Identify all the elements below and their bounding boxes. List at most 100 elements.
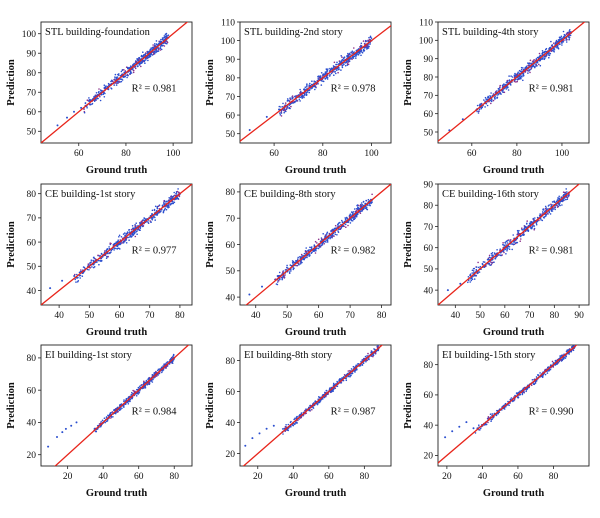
scatter-point	[533, 225, 536, 227]
scatter-point	[165, 200, 167, 203]
scatter-point	[350, 51, 352, 54]
r2-annotation: R² = 0.981	[132, 84, 177, 95]
scatter-point	[143, 217, 146, 219]
scatter-point	[105, 257, 108, 260]
scatter-point	[562, 30, 565, 33]
scatter-point	[540, 54, 542, 57]
scatter-point	[343, 56, 345, 59]
scatter-point	[305, 252, 307, 254]
scatter-point	[551, 45, 553, 47]
scatter-point	[126, 73, 129, 76]
x-tick-label: 80	[549, 472, 559, 482]
scatter-point	[502, 89, 504, 92]
scatter-point	[107, 252, 109, 255]
x-tick-label: 80	[550, 311, 560, 321]
scatter-point	[534, 382, 536, 385]
y-tick-label: 50	[27, 128, 37, 138]
scatter-point	[355, 57, 357, 59]
scatter-point	[347, 370, 350, 372]
scatter-point	[332, 390, 334, 393]
r2-annotation: R² = 0.987	[331, 407, 376, 418]
scatter-point	[128, 229, 131, 231]
scatter-point	[529, 221, 532, 223]
scatter-point	[352, 365, 355, 368]
scatter-point	[500, 93, 502, 95]
r2-annotation: R² = 0.978	[331, 84, 376, 95]
scatter-point	[305, 247, 308, 249]
scatter-point	[157, 50, 160, 52]
scatter-point	[351, 58, 353, 61]
scatter-point	[368, 36, 370, 39]
scatter-point	[309, 404, 311, 407]
scatter-point	[484, 265, 487, 268]
scatter-point	[318, 246, 321, 248]
scatter-point	[131, 235, 133, 237]
scatter-point	[544, 373, 547, 376]
scatter-point	[346, 64, 349, 66]
scatter-point	[529, 222, 531, 225]
scatter-point	[341, 219, 343, 222]
scatter-point	[469, 274, 472, 277]
scatter-point	[555, 200, 558, 203]
y-tick-label: 70	[27, 89, 37, 99]
x-tick-label: 100	[555, 149, 570, 159]
scatter-point	[90, 259, 93, 262]
identity-line	[240, 24, 391, 142]
y-tick-label: 70	[424, 92, 434, 102]
scatter-point	[492, 99, 495, 102]
y-tick-label: 90	[424, 180, 434, 190]
scatter-point	[484, 106, 486, 108]
scatter-point	[129, 73, 131, 75]
scatter-point	[96, 261, 98, 264]
scatter-point	[559, 43, 561, 45]
scatter-point	[152, 378, 154, 381]
scatter-point	[116, 245, 119, 248]
scatter-point	[324, 236, 326, 238]
scatter-point	[282, 271, 284, 273]
scatter-point	[120, 403, 123, 405]
scatter-point	[525, 66, 527, 68]
scatter-point	[572, 345, 574, 348]
scatter-point	[162, 44, 164, 47]
scatter-point	[324, 234, 327, 237]
scatter-point	[152, 374, 154, 376]
scatter-point	[276, 281, 279, 283]
scatter-point	[362, 48, 365, 51]
scatter-point	[313, 85, 316, 88]
scatter-point	[491, 254, 493, 257]
scatter-point	[311, 80, 313, 82]
scatter-point	[568, 31, 570, 34]
scatter-point	[161, 37, 164, 39]
y-tick-label: 80	[27, 354, 37, 364]
scatter-point	[122, 241, 124, 243]
scatter-point	[544, 50, 546, 53]
scatter-point	[49, 287, 52, 290]
scatter-point	[484, 96, 487, 99]
y-tick-label: 80	[27, 69, 37, 79]
scatter-point	[324, 391, 326, 394]
scatter-point	[289, 98, 292, 101]
scatter-point	[359, 46, 361, 48]
scatter-point	[314, 240, 317, 243]
scatter-point	[306, 91, 309, 93]
scatter-point	[514, 72, 516, 75]
scatter-point	[367, 198, 370, 201]
scatter-point	[76, 273, 78, 276]
scatter-point	[360, 50, 362, 53]
scatter-point	[349, 375, 351, 378]
y-tick-label: 60	[27, 386, 37, 396]
scatter-point	[89, 267, 92, 269]
scatter-point	[343, 63, 345, 66]
scatter-point	[486, 104, 489, 107]
scatter-point	[110, 417, 112, 419]
x-axis-label: Ground truth	[86, 327, 148, 338]
scatter-point	[303, 252, 306, 255]
scatter-point	[495, 91, 497, 93]
scatter-point	[517, 392, 519, 394]
scatter-point	[471, 272, 474, 274]
scatter-point	[475, 266, 478, 268]
scatter-point	[83, 111, 86, 114]
scatter-point	[516, 241, 519, 244]
x-tick-label: 60	[269, 149, 279, 159]
scatter-point	[510, 239, 512, 241]
